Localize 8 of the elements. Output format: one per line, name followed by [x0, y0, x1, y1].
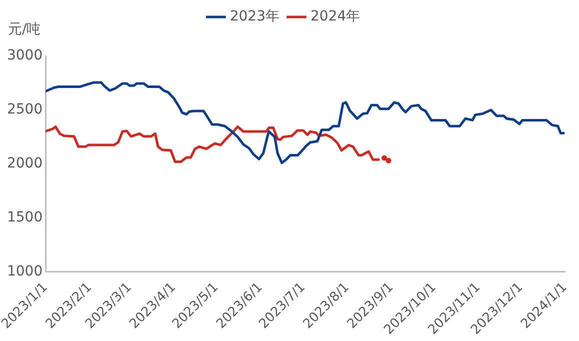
legend-label: 2024年	[310, 8, 360, 25]
y-axis-title: 元/吨	[8, 22, 41, 38]
y-tick-label: 2000	[6, 156, 43, 172]
y-tick-label: 1000	[6, 263, 43, 280]
y-tick-label: 3000	[6, 48, 43, 64]
legend-label: 2023年	[230, 8, 280, 25]
y-tick-label: 1500	[6, 210, 43, 226]
y-tick-label: 2500	[6, 102, 43, 118]
